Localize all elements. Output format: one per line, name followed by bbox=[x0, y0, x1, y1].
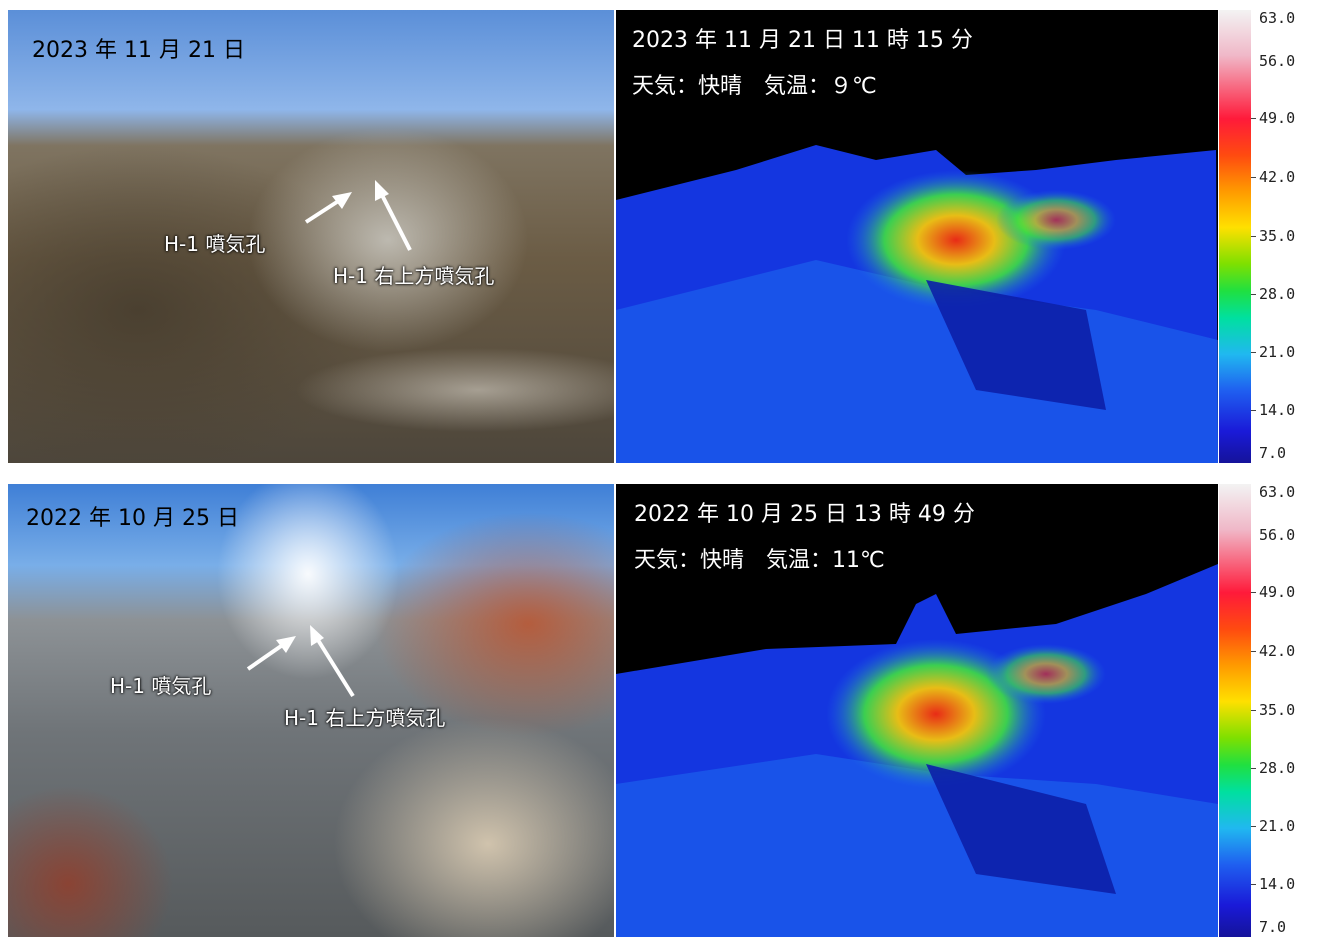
scale-tick-mark bbox=[1251, 768, 1256, 769]
scale-tick: 56.0 bbox=[1259, 526, 1296, 544]
scale-tick: 35.0 bbox=[1259, 227, 1296, 245]
color-scale-bar bbox=[1219, 10, 1251, 463]
scale-tick: 21.0 bbox=[1259, 817, 1296, 835]
scale-tick: 14.0 bbox=[1259, 401, 1296, 419]
thermal-image-2022: 2022 年 10 月 25 日 13 時 49 分 天気：快晴 気温：11℃ bbox=[616, 484, 1218, 937]
scale-tick-mark bbox=[1251, 884, 1256, 885]
scale-tick: 49.0 bbox=[1259, 583, 1296, 601]
thermal-scene bbox=[616, 145, 1218, 463]
scale-tick: 42.0 bbox=[1259, 642, 1296, 660]
scale-tick-mark bbox=[1251, 826, 1256, 827]
scale-tick: 42.0 bbox=[1259, 168, 1296, 186]
color-scale-bar bbox=[1219, 484, 1251, 937]
photo-date-label: 2023 年 11 月 21 日 bbox=[32, 38, 245, 63]
scale-tick-mark bbox=[1251, 352, 1256, 353]
thermal-datetime: 2022 年 10 月 25 日 13 時 49 分 bbox=[634, 502, 975, 527]
photo-date-label: 2022 年 10 月 25 日 bbox=[26, 506, 239, 531]
color-scale-bottom: 63.0 56.0 49.0 42.0 35.0 28.0 21.0 14.0 … bbox=[1219, 484, 1319, 937]
scale-tick-mark bbox=[1251, 294, 1256, 295]
scale-tick: 28.0 bbox=[1259, 759, 1296, 777]
thermal-scene bbox=[616, 564, 1218, 937]
scale-tick-mark bbox=[1251, 118, 1256, 119]
vent-label-h1-upper-right: H-1 右上方噴気孔 bbox=[333, 264, 495, 288]
thermal-weather: 天気：快晴 気温：９℃ bbox=[632, 74, 877, 99]
thermal-weather: 天気：快晴 気温：11℃ bbox=[634, 548, 885, 573]
vent-label-h1: H-1 噴気孔 bbox=[110, 674, 212, 698]
visible-photo-2022: 2022 年 10 月 25 日 H-1 噴気孔 H-1 右上方噴気孔 bbox=[8, 484, 614, 937]
scale-tick: 35.0 bbox=[1259, 701, 1296, 719]
visible-photo-2023: 2023 年 11 月 21 日 H-1 噴気孔 H-1 右上方噴気孔 bbox=[8, 10, 614, 463]
vent-arrows bbox=[304, 180, 412, 251]
thermal-datetime: 2023 年 11 月 21 日 11 時 15 分 bbox=[632, 28, 973, 53]
scale-tick: 7.0 bbox=[1259, 444, 1287, 462]
scale-tick: 63.0 bbox=[1259, 9, 1296, 27]
vent-label-h1: H-1 噴気孔 bbox=[164, 232, 266, 256]
scale-tick-mark bbox=[1251, 592, 1256, 593]
scale-tick: 63.0 bbox=[1259, 483, 1296, 501]
scale-tick: 56.0 bbox=[1259, 52, 1296, 70]
vent-label-h1-upper-right: H-1 右上方噴気孔 bbox=[284, 706, 446, 730]
color-scale-top: 63.0 56.0 49.0 42.0 35.0 28.0 21.0 14.0 … bbox=[1219, 10, 1319, 463]
scale-tick: 7.0 bbox=[1259, 918, 1287, 936]
scale-tick: 14.0 bbox=[1259, 875, 1296, 893]
scale-tick-mark bbox=[1251, 651, 1256, 652]
scale-tick-mark bbox=[1251, 410, 1256, 411]
scale-tick-mark bbox=[1251, 177, 1256, 178]
scale-tick-mark bbox=[1251, 236, 1256, 237]
scale-tick: 21.0 bbox=[1259, 343, 1296, 361]
vent-arrows bbox=[246, 625, 355, 698]
scale-tick: 49.0 bbox=[1259, 109, 1296, 127]
thermal-image-2023: 2023 年 11 月 21 日 11 時 15 分 天気：快晴 気温：９℃ bbox=[616, 10, 1218, 463]
scale-tick: 28.0 bbox=[1259, 285, 1296, 303]
scale-tick-mark bbox=[1251, 710, 1256, 711]
